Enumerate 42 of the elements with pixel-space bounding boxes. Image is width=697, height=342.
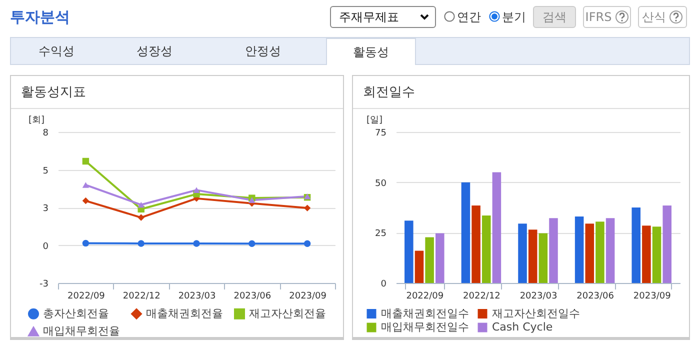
y-tick-label: 3 [42,204,48,214]
chart-title: 회전일수 [353,76,689,109]
y-tick-label: 0 [42,242,49,252]
text: 검색 [533,6,576,28]
y-tick-label: 50 [375,178,387,189]
legend-label: 매출채권회전율 [146,306,223,320]
text: 산식 [638,6,687,28]
x-tick-label: 2023/06 [234,292,272,302]
dropdown-field: 주재무제표 [330,6,436,28]
text: IFRS [583,6,631,28]
y-tick-label: 25 [375,229,386,240]
legend-label: 매출채권회전일수 [381,306,469,320]
legend-label: 재고자산회전율 [249,306,326,320]
x-tick-label: 2023/09 [289,292,327,302]
y-axis-title: [일] [366,116,383,126]
y-tick-label: 0 [380,280,387,290]
y-tick-label: 5 [42,166,48,176]
legend-label: 매입채무회전일수 [381,320,469,334]
x-tick-label: 2023/06 [576,292,614,302]
x-tick-label: 2022/12 [122,292,160,302]
legend-label: 재고자산회전일수 [492,306,580,320]
x-tick-label: 2022/12 [463,292,500,302]
text: 성장성 [136,42,174,60]
text: 분기 [502,9,526,26]
text: 투자분석 [10,8,70,27]
legend-label: Cash Cycle [492,320,553,334]
legend-label: 매입채무회전율 [43,324,120,338]
x-tick-label: 2022/09 [406,292,444,302]
x-tick-label: 2023/03 [520,292,558,302]
y-tick-label: 75 [375,128,386,138]
y-tick-label: -3 [40,280,48,290]
chart-title: 활동성지표 [11,76,343,109]
x-tick-label: 2023/03 [178,292,216,302]
legend-label: 총자산회전율 [43,306,109,320]
text: 연간 [457,9,481,26]
y-tick-label: 8 [42,128,49,138]
text: 활동성 [326,38,416,65]
text: 안정성 [244,42,282,60]
y-axis-title: [회] [28,116,45,126]
text: 수익성 [38,42,76,60]
x-tick-label: 2022/09 [68,292,106,302]
x-tick-label: 2023/09 [633,292,672,302]
